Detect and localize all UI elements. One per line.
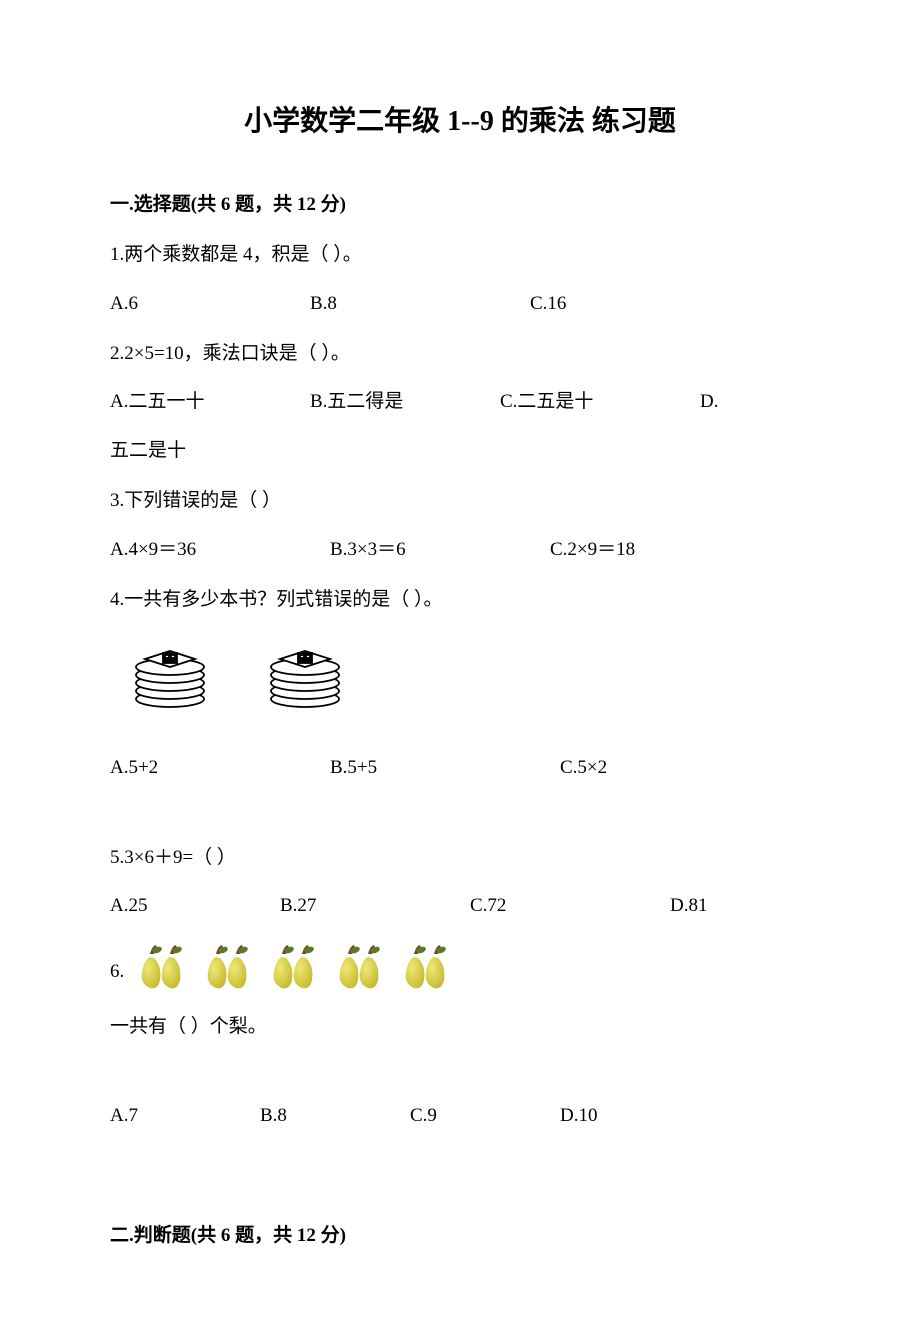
q5-opt-d: D.81	[670, 891, 810, 921]
q4-opt-b: B.5+5	[330, 753, 560, 783]
question-2: 2.2×5=10，乘法口诀是（ ）。 A.二五一十 B.五二得是 C.二五是十 …	[110, 339, 810, 466]
q6-pears-line: 6.	[110, 942, 810, 1002]
question-2-text: 2.2×5=10，乘法口诀是（ ）。	[110, 339, 810, 369]
question-2-options: A.二五一十 B.五二得是 C.二五是十 D. 五二是十	[110, 387, 810, 466]
question-5-text: 5.3×6＋9=（ ）	[110, 843, 810, 873]
q2-opt-d: D.	[700, 387, 810, 417]
question-1-text: 1.两个乘数都是 4，积是（ ）。	[110, 240, 810, 270]
question-6: 6.	[110, 942, 810, 1131]
pear-group-2-icon	[198, 942, 256, 1002]
q3-opt-c: C.2×9＝18	[550, 535, 810, 565]
q6-opt-c: C.9	[410, 1101, 560, 1131]
q2-opt-d-cont: 五二是十	[110, 436, 810, 466]
book-stack-2-icon	[265, 641, 345, 719]
q3-opt-b: B.3×3＝6	[330, 535, 550, 565]
question-3: 3.下列错误的是（ ） A.4×9＝36 B.3×3＝6 C.2×9＝18	[110, 486, 810, 565]
question-3-text: 3.下列错误的是（ ）	[110, 486, 810, 516]
pear-group-3-icon	[264, 942, 322, 1002]
question-1: 1.两个乘数都是 4，积是（ ）。 A.6 B.8 C.16	[110, 240, 810, 319]
question-6-text: 一共有（ ）个梨。	[110, 1012, 810, 1042]
q1-opt-c: C.16	[530, 289, 810, 319]
question-5: 5.3×6＋9=（ ） A.25 B.27 C.72 D.81	[110, 843, 810, 922]
question-6-options: A.7 B.8 C.9 D.10	[110, 1101, 810, 1131]
pear-group-1-icon	[132, 942, 190, 1002]
q5-opt-b: B.27	[280, 891, 470, 921]
question-4: 4.一共有多少本书？列式错误的是（ ）。	[110, 585, 810, 783]
question-5-options: A.25 B.27 C.72 D.81	[110, 891, 810, 921]
section-2-header: 二.判断题(共 6 题，共 12 分)	[110, 1221, 810, 1251]
q6-opt-a: A.7	[110, 1101, 260, 1131]
q1-opt-b: B.8	[310, 289, 530, 319]
q5-opt-a: A.25	[110, 891, 280, 921]
question-4-options: A.5+2 B.5+5 C.5×2	[110, 753, 810, 783]
q2-opt-c: C.二五是十	[500, 387, 700, 417]
q2-opt-b: B.五二得是	[310, 387, 500, 417]
q3-opt-a: A.4×9＝36	[110, 535, 330, 565]
q5-opt-c: C.72	[470, 891, 670, 921]
page-title: 小学数学二年级 1--9 的乘法 练习题	[110, 100, 810, 145]
book-stacks-image	[110, 633, 810, 727]
question-1-options: A.6 B.8 C.16	[110, 289, 810, 319]
q4-opt-c: C.5×2	[560, 753, 810, 783]
q1-opt-a: A.6	[110, 289, 310, 319]
section-1-header: 一.选择题(共 6 题，共 12 分)	[110, 190, 810, 220]
pear-group-5-icon	[396, 942, 454, 1002]
question-6-number: 6.	[110, 957, 124, 987]
q6-opt-d: D.10	[560, 1101, 810, 1131]
question-3-options: A.4×9＝36 B.3×3＝6 C.2×9＝18	[110, 535, 810, 565]
q6-opt-b: B.8	[260, 1101, 410, 1131]
pear-group-4-icon	[330, 942, 388, 1002]
q4-opt-a: A.5+2	[110, 753, 330, 783]
book-stack-1-icon	[130, 641, 210, 719]
q2-opt-a: A.二五一十	[110, 387, 310, 417]
question-4-text: 4.一共有多少本书？列式错误的是（ ）。	[110, 585, 810, 615]
